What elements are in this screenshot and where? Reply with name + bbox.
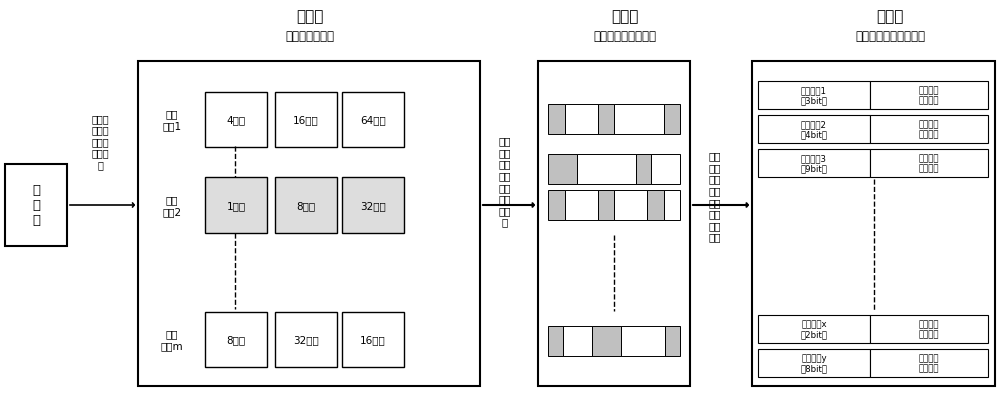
Bar	[598, 190, 614, 221]
Text: 32帧区: 32帧区	[293, 334, 319, 344]
Bar	[870, 116, 988, 144]
Bar	[563, 326, 592, 356]
Bar	[342, 92, 404, 147]
Bar	[752, 62, 995, 386]
Text: 依据遥
测帧识
别选择
相应帧
表: 依据遥 测帧识 别选择 相应帧 表	[91, 113, 109, 170]
Bar	[275, 312, 337, 367]
Bar	[342, 312, 404, 367]
Bar	[548, 105, 564, 135]
Bar	[548, 155, 577, 184]
Text: （各下位机遥测包）: （各下位机遥测包）	[594, 30, 656, 43]
Text: 组帧层: 组帧层	[296, 10, 324, 24]
Bar	[592, 326, 621, 356]
Text: 分包层: 分包层	[611, 10, 639, 24]
Text: 遥
测
帧: 遥 测 帧	[32, 184, 40, 227]
Bar	[598, 105, 614, 135]
Text: 公式计算
遥测判断: 公式计算 遥测判断	[919, 120, 939, 140]
Bar	[614, 190, 647, 221]
Bar	[275, 92, 337, 147]
Text: 遥测信元3
（9bit）: 遥测信元3 （9bit）	[801, 154, 827, 173]
Bar	[138, 62, 480, 386]
Bar	[664, 105, 680, 135]
Bar	[548, 190, 564, 221]
Text: 依据
帧表
将帧
元分
配至
各个
遥测
包: 依据 帧表 将帧 元分 配至 各个 遥测 包	[499, 136, 511, 227]
Bar	[538, 62, 690, 386]
Bar	[758, 116, 870, 144]
Bar	[614, 105, 664, 135]
Text: 32帧区: 32帧区	[360, 200, 386, 211]
Text: 公式计算
遥测判断: 公式计算 遥测判断	[919, 320, 939, 339]
Text: 遥测信元1
（3bit）: 遥测信元1 （3bit）	[800, 86, 827, 105]
Text: 公式计算
遥测判断: 公式计算 遥测判断	[919, 86, 939, 105]
Text: 依据
包结
构分
解遥
测包
中的
刷新
部分: 依据 包结 构分 解遥 测包 中的 刷新 部分	[709, 151, 721, 242]
Bar	[5, 164, 67, 246]
Text: 4帧区: 4帧区	[226, 115, 246, 125]
Text: 遥测
模式1: 遥测 模式1	[162, 109, 182, 130]
Text: 公式计算
遥测判断: 公式计算 遥测判断	[919, 154, 939, 173]
Text: （遥测量计算与判断）: （遥测量计算与判断）	[855, 30, 925, 43]
Text: 8帧区: 8帧区	[296, 200, 316, 211]
Text: 遥测
模式2: 遥测 模式2	[162, 195, 182, 216]
Bar	[870, 315, 988, 343]
Bar	[564, 105, 598, 135]
Bar	[758, 315, 870, 343]
Text: 16帧区: 16帧区	[293, 115, 319, 125]
Text: （含多张帧表）: （含多张帧表）	[286, 30, 334, 43]
Bar	[275, 178, 337, 233]
Bar	[664, 190, 680, 221]
Bar	[636, 155, 651, 184]
Bar	[870, 349, 988, 377]
Bar	[758, 150, 870, 178]
Bar	[564, 190, 598, 221]
Bar	[870, 82, 988, 110]
Text: 遥测信元y
（8bit）: 遥测信元y （8bit）	[800, 353, 827, 373]
Bar	[342, 178, 404, 233]
Bar	[758, 349, 870, 377]
Bar	[665, 326, 680, 356]
Text: 遥测信元2
（4bit）: 遥测信元2 （4bit）	[800, 120, 827, 140]
Text: 遥测
模式m: 遥测 模式m	[161, 328, 183, 350]
Bar	[647, 190, 664, 221]
Text: 遥测信元x
（2bit）: 遥测信元x （2bit）	[800, 320, 827, 339]
Bar	[651, 155, 680, 184]
Bar	[870, 150, 988, 178]
Bar	[758, 82, 870, 110]
Text: 64帧区: 64帧区	[360, 115, 386, 125]
Text: 8帧区: 8帧区	[226, 334, 246, 344]
Text: 16帧区: 16帧区	[360, 334, 386, 344]
Bar	[205, 178, 267, 233]
Bar	[577, 155, 636, 184]
Text: 信元层: 信元层	[876, 10, 904, 24]
Bar	[621, 326, 665, 356]
Text: 公式计算
遥测判断: 公式计算 遥测判断	[919, 353, 939, 373]
Bar	[205, 92, 267, 147]
Bar	[205, 312, 267, 367]
Text: 1帧区: 1帧区	[226, 200, 246, 211]
Bar	[548, 326, 563, 356]
